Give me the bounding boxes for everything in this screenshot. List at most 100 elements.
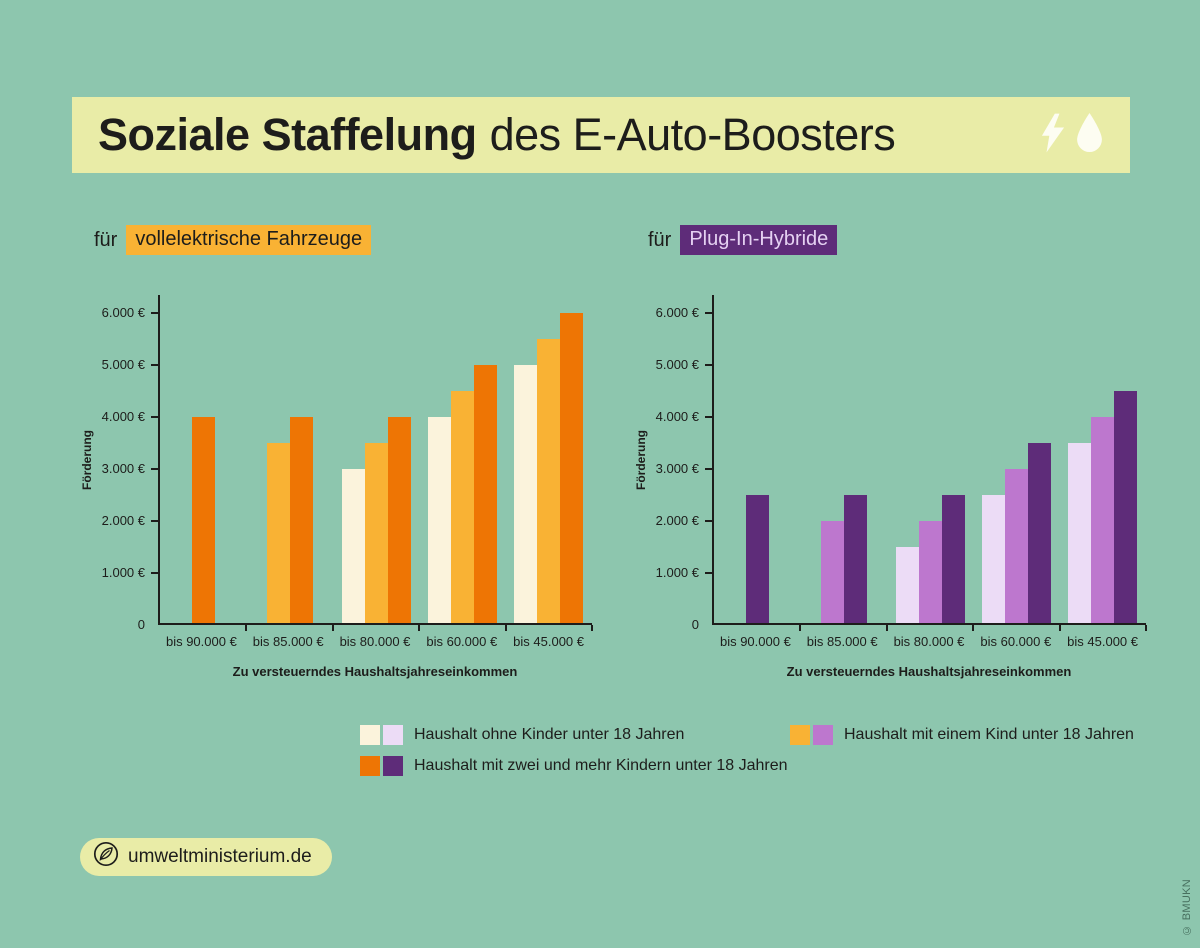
- x-tick: [245, 625, 248, 631]
- plot-area: Förderung 0 1.000 € 2.000 € 3.000 € 4.000 € 5…: [634, 295, 1147, 632]
- lightning-icon: [1041, 113, 1065, 158]
- bar: [289, 417, 313, 625]
- bar-group: [714, 295, 800, 625]
- bar-group: [246, 295, 332, 625]
- subtitle-tag: vollelektrische Fahrzeuge: [126, 225, 372, 255]
- chart-subtitle: für Plug-In-Hybride: [648, 225, 1146, 255]
- bar-group: [800, 295, 886, 625]
- y-tick-label: 1.000 €: [101, 565, 145, 580]
- page-title: Soziale Staffelung des E-Auto-Boosters: [98, 109, 896, 161]
- bar: [266, 443, 290, 625]
- bar: [537, 339, 561, 625]
- legend-label: Haushalt mit einem Kind unter 18 Jahren: [844, 726, 1134, 743]
- bar: [473, 365, 497, 625]
- credit-text: © BMUKN: [1181, 879, 1193, 936]
- y-tick: [705, 520, 712, 522]
- bar-group: [419, 295, 505, 625]
- y-tick: [705, 312, 712, 314]
- chart-subtitle: für vollelektrische Fahrzeuge: [94, 225, 592, 255]
- bar: [1004, 469, 1028, 625]
- legend-label: Haushalt mit zwei und mehr Kindern unter…: [414, 757, 788, 774]
- bar: [1114, 391, 1138, 625]
- page-title-rest: des E-Auto-Boosters: [489, 109, 896, 160]
- bar: [560, 313, 584, 625]
- legend-swatches: [360, 725, 403, 745]
- bar-cluster: [514, 313, 584, 625]
- x-tick: [799, 625, 802, 631]
- title-band: Soziale Staffelung des E-Auto-Boosters: [72, 97, 1130, 173]
- x-tick: [1058, 625, 1061, 631]
- footer-badge-label: umweltministerium.de: [128, 846, 312, 867]
- legend-swatch: [813, 725, 833, 745]
- y-tick-label: 0: [137, 617, 145, 632]
- legend-swatch: [360, 756, 380, 776]
- x-category-label: bis 85.000 €: [806, 634, 878, 649]
- bar: [191, 417, 215, 625]
- chart-vollelektrische-fahrzeuge: für vollelektrische Fahrzeuge Förderung …: [72, 225, 593, 679]
- charts-row: für vollelektrische Fahrzeuge Förderung …: [72, 225, 1200, 679]
- bar-cluster: [981, 443, 1051, 625]
- y-tick: [705, 468, 712, 470]
- bar: [341, 469, 365, 625]
- bar-cluster: [341, 417, 411, 625]
- y-tick: [151, 520, 158, 522]
- bar: [843, 495, 867, 625]
- bar-group: [333, 295, 419, 625]
- legend-item: Haushalt mit einem Kind unter 18 Jahren: [790, 725, 1200, 745]
- x-category-label: bis 80.000 €: [893, 634, 965, 649]
- page-title-bold: Soziale Staffelung: [98, 109, 477, 160]
- bar: [941, 495, 965, 625]
- bar: [895, 547, 919, 625]
- title-icons: [1041, 112, 1104, 158]
- y-tick-label: 4.000 €: [655, 409, 699, 424]
- x-category-label: bis 90.000 €: [719, 634, 791, 649]
- bar-cluster: [745, 495, 769, 625]
- bar: [514, 365, 538, 625]
- plot-area: Förderung 0 1.000 € 2.000 € 3.000 € 4.000 € 5…: [80, 295, 593, 632]
- x-tick: [504, 625, 507, 631]
- bar-cluster: [266, 417, 313, 625]
- y-tick-label: 3.000 €: [101, 461, 145, 476]
- bar: [1091, 417, 1115, 625]
- bar: [427, 417, 451, 625]
- legend-swatch: [790, 725, 810, 745]
- legend-item: Haushalt ohne Kinder unter 18 Jahren: [360, 725, 790, 745]
- y-tick: [151, 468, 158, 470]
- bar-group: [506, 295, 592, 625]
- y-tick-label: 0: [691, 617, 699, 632]
- legend: Haushalt ohne Kinder unter 18 Jahren Haus…: [360, 725, 1200, 776]
- legend-swatches: [360, 756, 403, 776]
- legend-swatch: [383, 725, 403, 745]
- subtitle-prefix: für: [648, 228, 672, 251]
- bar-groups: [160, 295, 592, 625]
- bar-group: [887, 295, 973, 625]
- bar-cluster: [820, 495, 867, 625]
- bar: [918, 521, 942, 625]
- y-tick-label: 6.000 €: [655, 305, 699, 320]
- y-tick-label: 2.000 €: [655, 513, 699, 528]
- legend-swatch: [383, 756, 403, 776]
- y-tick: [705, 364, 712, 366]
- x-tick: [972, 625, 975, 631]
- x-tick: [885, 625, 888, 631]
- leaf-icon: [93, 841, 119, 873]
- bar: [387, 417, 411, 625]
- x-category-labels: bis 90.000 € bis 85.000 € bis 80.000 € bis …: [712, 634, 1146, 649]
- y-tick: [705, 572, 712, 574]
- y-tick-label: 2.000 €: [101, 513, 145, 528]
- droplet-icon: [1075, 112, 1104, 158]
- subtitle-prefix: für: [94, 228, 118, 251]
- x-category-label: bis 45.000 €: [1067, 634, 1138, 649]
- x-tick: [1145, 625, 1147, 631]
- bar: [820, 521, 844, 625]
- chart-plug-in-hybride: für Plug-In-Hybride Förderung 0 1.000 € 2.…: [626, 225, 1147, 679]
- y-axis-title: Förderung: [634, 430, 648, 490]
- legend-label: Haushalt ohne Kinder unter 18 Jahren: [414, 726, 685, 743]
- footer-badge: umweltministerium.de: [80, 838, 332, 876]
- bar-cluster: [191, 417, 215, 625]
- bar: [1027, 443, 1051, 625]
- y-axis-title: Förderung: [80, 430, 94, 490]
- y-tick-label: 6.000 €: [101, 305, 145, 320]
- bar-cluster: [895, 495, 965, 625]
- x-axis-title: Zu versteuerndes Haushaltsjahreseinkomme…: [232, 664, 518, 679]
